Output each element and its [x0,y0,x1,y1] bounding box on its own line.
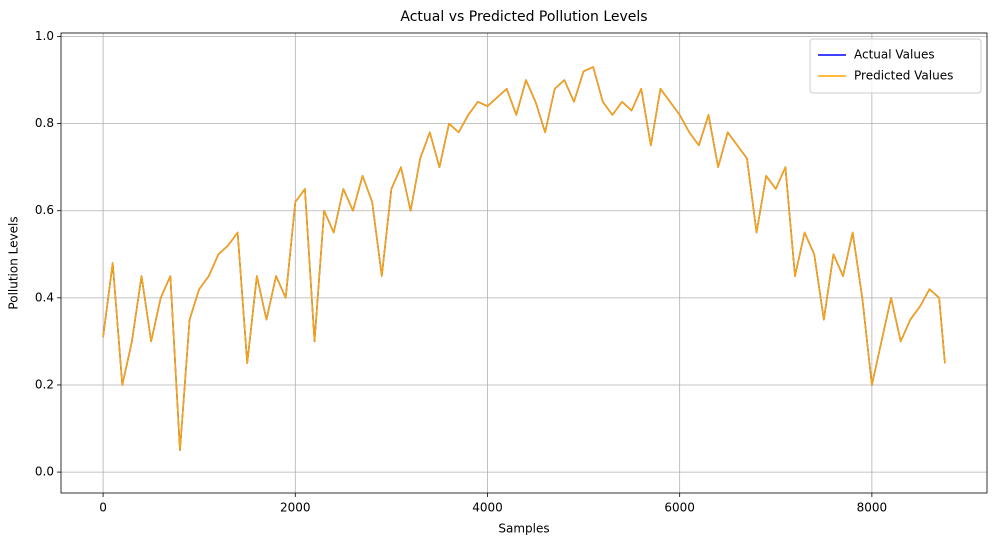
x-tick-label: 4000 [472,501,503,515]
x-tick-label: 0 [99,501,107,515]
x-tick-label: 6000 [664,501,695,515]
legend-box [809,38,982,94]
y-tick-label: 1.0 [35,29,54,43]
chart-title: Actual vs Predicted Pollution Levels [400,9,647,25]
y-tick-label: 0.6 [35,203,54,217]
y-tick-label: 0.4 [35,290,54,304]
y-tick-label: 0.0 [35,465,54,479]
y-tick-label: 0.2 [35,377,54,391]
legend-label: Predicted Values [854,69,953,83]
data-line [102,66,946,452]
data-line [102,66,946,452]
x-tick-label: 8000 [857,501,888,515]
legend-label: Actual Values [854,48,935,62]
plot-frame [60,32,988,494]
x-axis-label: Samples [498,522,549,536]
y-axis-label: Pollution Levels [7,216,21,309]
y-tick-label: 0.8 [35,116,54,130]
x-tick-label: 2000 [280,501,311,515]
